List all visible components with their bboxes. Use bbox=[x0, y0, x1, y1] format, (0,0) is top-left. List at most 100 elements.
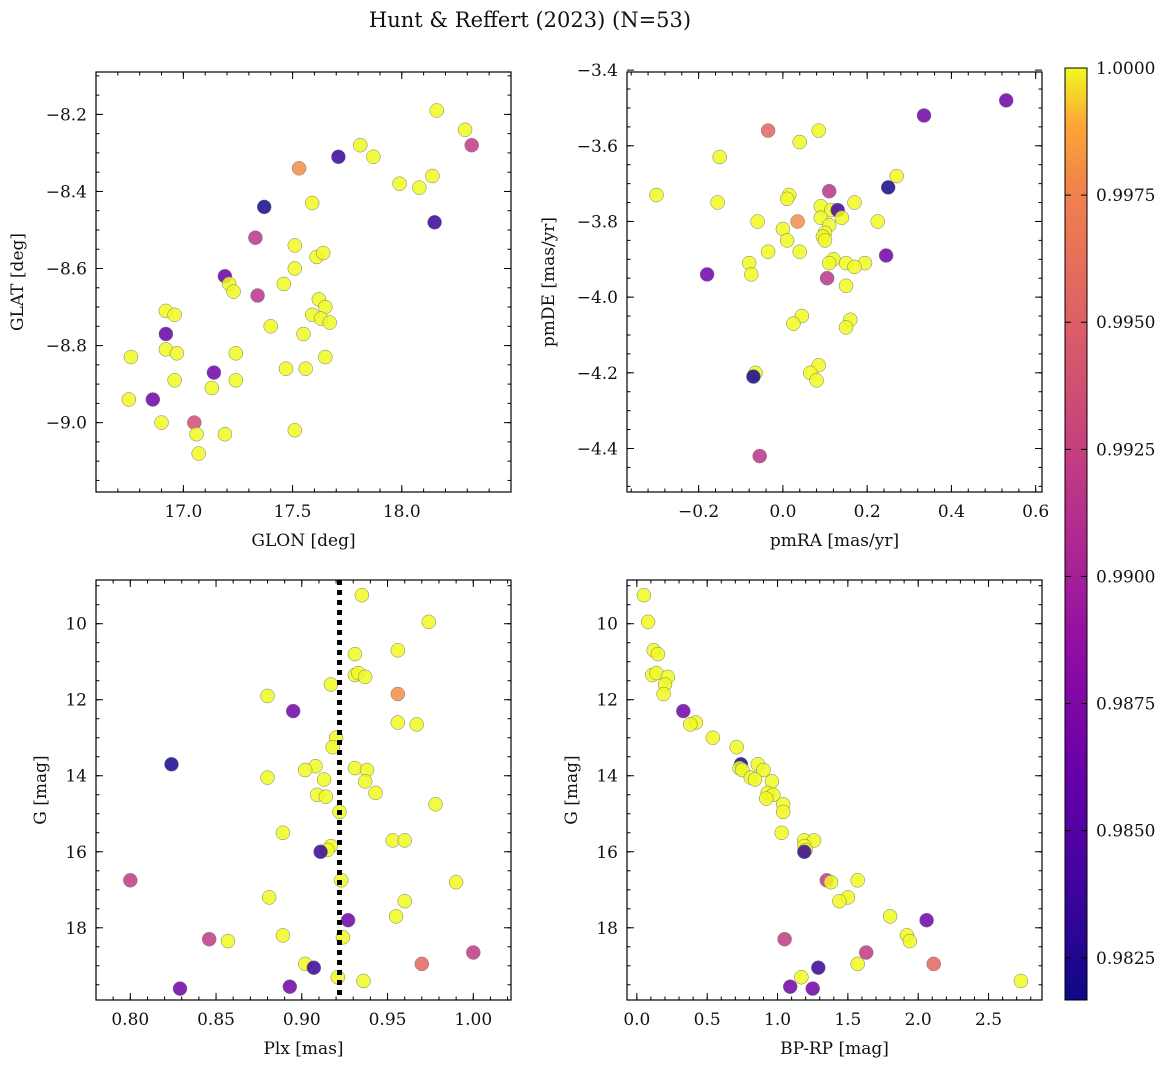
glon-glat-xtick-label: 17.0 bbox=[164, 502, 202, 522]
glon-glat-point-38 bbox=[206, 365, 222, 380]
plx-g-xtick-label: 0.90 bbox=[283, 1010, 321, 1030]
panel-bprp-g: 0.0 0.5 1.0 1.5 2.0 2.5 10 12 14 16 18 BP-RP [mag]… bbox=[562, 579, 1043, 1059]
pmra-pmde-ytick-label: −4.2 bbox=[577, 364, 618, 384]
glon-glat-point-36 bbox=[123, 349, 139, 365]
ylabel-glat: GLAT [deg] bbox=[8, 233, 28, 331]
glon-glat-point-50 bbox=[217, 426, 233, 442]
plx-g-point-30 bbox=[397, 833, 412, 848]
pmra-pmde-ytick-label: −3.8 bbox=[577, 212, 618, 232]
glon-glat-point-3 bbox=[353, 137, 368, 153]
pmra-pmde-point-38 bbox=[744, 267, 759, 282]
glon-glat-point-46 bbox=[154, 415, 169, 430]
pmra-pmde-point-49 bbox=[809, 373, 824, 388]
plx-g-point-18 bbox=[297, 762, 313, 778]
plx-g-point-25 bbox=[318, 789, 334, 804]
glon-glat-point-32 bbox=[296, 326, 311, 342]
plx-g-point-41 bbox=[275, 928, 291, 943]
bprp-g-point-44 bbox=[926, 956, 941, 972]
glon-glat-point-22 bbox=[250, 288, 265, 303]
xlabel-plx: Plx [mas] bbox=[263, 1039, 343, 1059]
plx-g-point-36 bbox=[448, 874, 464, 890]
plx-g-point-10 bbox=[285, 703, 301, 719]
glon-glat-point-7 bbox=[425, 168, 440, 184]
plx-g-point-26 bbox=[428, 797, 443, 812]
bprp-g-point-34 bbox=[823, 874, 839, 890]
plx-g-point-33 bbox=[313, 844, 328, 860]
plx-g-point-1 bbox=[421, 614, 436, 630]
plx-g-point-3 bbox=[347, 646, 363, 662]
glon-glat-ytick-label: −8.8 bbox=[46, 337, 87, 357]
plx-g-point-39 bbox=[388, 909, 404, 924]
bprp-g-point-9 bbox=[676, 703, 691, 719]
glon-glat-point-43 bbox=[204, 380, 220, 396]
glon-glat-point-49 bbox=[189, 426, 204, 442]
glon-glat-point-25 bbox=[167, 307, 182, 323]
pmra-pmde-xtick-label: 0.0 bbox=[769, 502, 796, 522]
bprp-g-point-24 bbox=[759, 791, 774, 806]
bprp-g-xtick-label: 1.0 bbox=[764, 1010, 791, 1030]
bprp-g-point-26 bbox=[775, 804, 791, 820]
plx-g-point-28 bbox=[275, 825, 291, 841]
glon-glat-point-41 bbox=[167, 373, 182, 388]
pmra-pmde-ytick-label: −4.4 bbox=[577, 439, 618, 459]
plx-g-point-50 bbox=[356, 973, 371, 989]
pmra-pmde-point-3 bbox=[811, 123, 826, 138]
glon-glat-point-35 bbox=[228, 346, 244, 361]
ylabel-g-left: G [mag] bbox=[31, 755, 51, 824]
pmra-pmde-point-36 bbox=[847, 259, 862, 275]
colorbar-tick-label: 0.9950 bbox=[1096, 313, 1155, 333]
plx-g-point-14 bbox=[325, 739, 340, 755]
glon-glat-point-29 bbox=[322, 315, 337, 330]
pmra-pmde-point-27 bbox=[817, 233, 833, 248]
pmra-pmde-point-6 bbox=[889, 168, 904, 184]
plx-g-point-22 bbox=[357, 774, 373, 789]
bprp-g-point-49 bbox=[782, 979, 798, 994]
pmra-pmde-point-8 bbox=[821, 183, 837, 199]
bprp-g-point-42 bbox=[777, 931, 792, 947]
xlabel-glon: GLON [deg] bbox=[251, 531, 355, 551]
plx-g-point-6 bbox=[357, 669, 373, 685]
plx-g-point-12 bbox=[409, 717, 424, 732]
pmra-pmde-ytick-label: −3.6 bbox=[577, 137, 618, 157]
glon-glat-point-10 bbox=[304, 195, 320, 211]
pmra-pmde-ytick-label: −3.4 bbox=[577, 61, 618, 81]
pmra-pmde-point-20 bbox=[790, 214, 805, 229]
plx-g-point-37 bbox=[261, 890, 277, 905]
bprp-g-point-39 bbox=[919, 912, 934, 928]
plx-g-ytick-label: 12 bbox=[65, 691, 87, 711]
glon-glat-point-0 bbox=[429, 103, 444, 118]
plx-g-xtick-label: 1.00 bbox=[454, 1010, 492, 1030]
pmra-pmde-point-26 bbox=[779, 233, 795, 248]
glon-glat-point-21 bbox=[276, 276, 292, 292]
plx-g-point-11 bbox=[390, 715, 406, 730]
glon-glat-point-16 bbox=[315, 245, 331, 261]
glon-glat-point-30 bbox=[263, 319, 278, 334]
bprp-g-point-32 bbox=[797, 844, 812, 860]
plx-g-point-8 bbox=[390, 686, 406, 702]
pmra-pmde-point-30 bbox=[878, 248, 894, 263]
glon-glat-point-31 bbox=[158, 326, 174, 342]
pmra-pmde-point-11 bbox=[779, 191, 795, 207]
bprp-g-xtick-label: 0.0 bbox=[623, 1010, 650, 1030]
bprp-g-point-37 bbox=[832, 893, 847, 909]
bprp-g-point-12 bbox=[705, 730, 721, 745]
bprp-g-point-41 bbox=[902, 933, 918, 949]
colorbar-tick-label: 1.0000 bbox=[1096, 59, 1155, 79]
glon-glat-ytick-label: −8.2 bbox=[46, 105, 87, 125]
pmra-pmde-point-37 bbox=[699, 267, 715, 282]
bprp-g-xtick-label: 0.5 bbox=[694, 1010, 721, 1030]
figure-title: Hunt & Reffert (2023) (N=53) bbox=[369, 8, 691, 32]
plx-g-point-21 bbox=[316, 772, 332, 787]
glon-glat-point-14 bbox=[287, 238, 303, 253]
glon-glat-xtick-label: 17.5 bbox=[274, 502, 312, 522]
glon-glat-point-5 bbox=[331, 149, 346, 165]
pmra-pmde-point-39 bbox=[819, 270, 835, 286]
glon-glat-point-17 bbox=[287, 261, 303, 276]
bprp-g-ytick-label: 16 bbox=[596, 843, 618, 863]
pmra-pmde-xtick-label: 0.4 bbox=[938, 502, 965, 522]
plx-g-point-0 bbox=[354, 587, 370, 603]
bprp-g-point-45 bbox=[850, 956, 865, 972]
pmra-pmde-point-18 bbox=[834, 210, 850, 225]
xlabel-bprp: BP-RP [mag] bbox=[780, 1039, 889, 1059]
bprp-g-point-35 bbox=[850, 873, 865, 888]
